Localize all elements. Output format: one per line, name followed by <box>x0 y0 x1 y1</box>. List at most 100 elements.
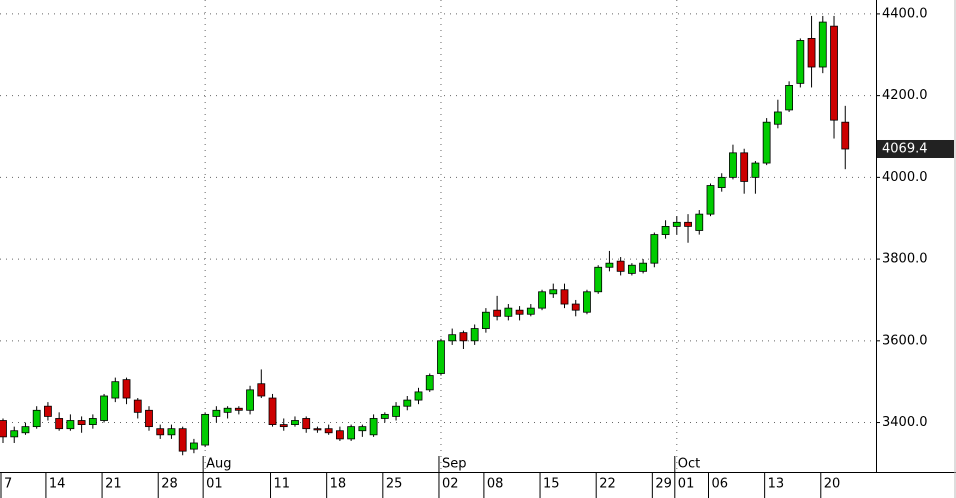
x-tick-label: 28 <box>161 477 178 492</box>
candle-body <box>773 111 782 125</box>
candle-body <box>515 309 524 315</box>
x-tick-label: 29 <box>655 477 672 492</box>
candle-body <box>448 334 457 342</box>
month-label: Oct <box>678 457 700 472</box>
candle-body <box>807 38 816 68</box>
candle-body <box>425 375 434 391</box>
candle-body <box>616 260 625 272</box>
candle-body <box>358 426 367 432</box>
y-tick-label: 3400.0 <box>882 415 928 430</box>
candle-body <box>201 413 210 446</box>
candle-body <box>156 428 165 436</box>
candle-body <box>695 213 704 231</box>
candle-body <box>796 40 805 84</box>
candle-body <box>77 420 86 425</box>
candle-body <box>302 418 311 430</box>
x-tick-label: 15 <box>543 477 560 492</box>
candle-body <box>437 340 445 374</box>
x-tick-label: 11 <box>274 477 291 492</box>
y-tick-label: 4400.0 <box>882 6 928 21</box>
candle-body <box>279 424 288 428</box>
candle-body <box>785 85 793 111</box>
candle-body <box>100 395 108 421</box>
candle-body <box>111 381 120 399</box>
candle-body <box>740 152 749 182</box>
candle-body <box>560 289 569 305</box>
candle-body <box>729 152 737 178</box>
candle-body <box>145 409 153 428</box>
candle-body <box>268 397 277 425</box>
candle-body <box>594 266 603 293</box>
x-tick-label: 02 <box>442 477 459 492</box>
candle-body <box>133 399 142 413</box>
candle-body <box>223 407 232 413</box>
candle-body <box>627 264 636 274</box>
candle-body <box>234 407 243 411</box>
candle-body <box>706 185 715 215</box>
candle-body <box>66 420 75 430</box>
x-tick-label: 01 <box>678 477 695 492</box>
candle-body <box>504 307 513 317</box>
x-tick-label: 22 <box>599 477 616 492</box>
x-tick-label: 21 <box>105 477 122 492</box>
candle-body <box>672 221 681 227</box>
candle-body <box>0 420 7 438</box>
candle-body <box>380 413 389 419</box>
x-tick-label: 18 <box>330 477 347 492</box>
y-tick-label: 3800.0 <box>882 252 928 267</box>
candle-body <box>571 303 580 311</box>
y-tick-label: 4200.0 <box>882 88 928 103</box>
candle-body <box>55 418 64 430</box>
candle-body <box>459 332 468 342</box>
candle-body <box>830 25 838 121</box>
candle-body <box>470 328 479 342</box>
candle-body <box>324 428 333 434</box>
x-tick-label: 06 <box>711 477 728 492</box>
candle-body <box>369 418 378 436</box>
candle-body <box>190 442 198 450</box>
candle-body <box>538 291 546 309</box>
candle-body <box>762 121 771 164</box>
candle-body <box>583 291 591 313</box>
candle-body <box>44 405 52 417</box>
candle-body <box>313 428 322 431</box>
x-tick-label: 20 <box>824 477 841 492</box>
candle-body <box>257 383 266 397</box>
month-label: Sep <box>442 457 467 472</box>
x-tick-label: 01 <box>206 477 223 492</box>
candle-body <box>21 426 30 434</box>
x-tick-label: 25 <box>386 477 403 492</box>
candle-body <box>684 221 692 227</box>
x-tick-label: 08 <box>487 477 504 492</box>
candle-body <box>335 430 344 440</box>
candle-body <box>10 430 19 438</box>
y-tick-label: 4000.0 <box>882 170 928 185</box>
candle-body <box>347 426 356 440</box>
candle-body <box>246 389 254 411</box>
candle-body <box>122 379 131 399</box>
month-label: Aug <box>206 457 231 472</box>
candle-body <box>392 405 400 417</box>
candle-body <box>605 262 614 268</box>
candle-body <box>212 409 221 417</box>
candle-body <box>661 225 670 235</box>
candle-body <box>414 391 423 401</box>
candle-body <box>493 309 502 317</box>
candle-body <box>291 420 299 425</box>
last-price-box <box>877 139 954 158</box>
last-price-label: 4069.4 <box>882 141 928 156</box>
x-tick-label: 14 <box>49 477 66 492</box>
candle-body <box>650 234 659 264</box>
candle-body <box>549 289 558 295</box>
candle-body <box>639 262 648 272</box>
y-tick-label: 3600.0 <box>882 333 928 348</box>
candle-body <box>32 409 41 428</box>
candle-body <box>403 399 412 407</box>
candle-body <box>481 311 490 329</box>
candle-body <box>717 176 726 188</box>
candle-body <box>167 428 176 436</box>
candle-body <box>178 428 187 452</box>
